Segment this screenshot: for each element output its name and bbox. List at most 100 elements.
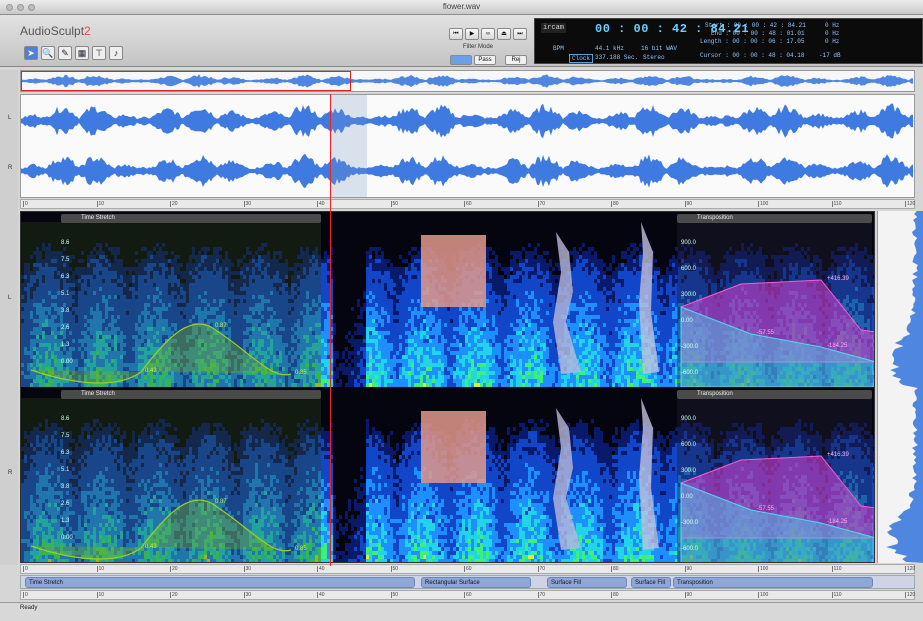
spectrogram-cell xyxy=(429,347,432,351)
spectrogram-cell xyxy=(399,279,402,283)
spectrogram-cell xyxy=(129,291,132,295)
spectrogram-cell xyxy=(408,339,411,343)
overview-waveform[interactable] xyxy=(20,70,915,92)
spectrogram-cell xyxy=(201,319,204,323)
spectrogram-cell xyxy=(195,379,198,383)
channel-label-right: R xyxy=(8,165,13,171)
spectrogram-cell xyxy=(480,355,483,359)
spectrogram-cell xyxy=(324,307,327,311)
spectrogram-cell xyxy=(321,375,324,379)
spectrogram-cell xyxy=(123,299,126,303)
transport-button[interactable]: ∞ xyxy=(481,28,495,40)
zoom-icon[interactable] xyxy=(28,4,35,11)
filter-mode-active-button[interactable] xyxy=(450,55,472,65)
spectrogram-cell xyxy=(456,351,459,355)
spectrogram-cell xyxy=(27,283,30,287)
spectrogram-cell xyxy=(48,339,51,343)
spectrogram-cell xyxy=(78,291,81,295)
spectrogram-cell xyxy=(465,355,468,359)
spectrogram-panel[interactable]: 8.6 7.5 6.3 5.1 3.8 2.6 1.3 0.00 900.0 600.0 300.0… xyxy=(20,211,875,563)
spectrogram-cell xyxy=(186,339,189,343)
grid-icon[interactable]: ▦ xyxy=(75,46,89,60)
spectrogram-cell xyxy=(138,283,141,287)
spectrogram-cell xyxy=(24,319,27,323)
spectrogram-cell xyxy=(363,359,366,363)
spectrogram-cell xyxy=(399,359,402,363)
spectrogram-cell xyxy=(174,335,177,339)
time-ruler-top[interactable]: 0 10 20 30 40 50 60 70 80 90 100 110 120 xyxy=(20,199,915,209)
overview-selection[interactable] xyxy=(21,71,351,91)
spectrogram-cell xyxy=(156,347,159,351)
transport-button[interactable]: ⏭ xyxy=(513,28,527,40)
spectrogram-cell xyxy=(321,339,324,343)
spectrogram-cell xyxy=(54,343,57,347)
spectrogram-cell xyxy=(174,355,177,359)
spectrogram-cell xyxy=(111,275,114,279)
clock-button[interactable]: Clock xyxy=(569,54,594,63)
spectrogram-cell xyxy=(192,319,195,323)
waveform-panel[interactable] xyxy=(20,94,915,198)
spectrogram-left[interactable]: 8.6 7.5 6.3 5.1 3.8 2.6 1.3 0.00 900.0 600.0 300.0… xyxy=(21,212,874,387)
spectrogram-cell xyxy=(369,299,372,303)
spectrogram-cell xyxy=(378,255,381,259)
spectrogram-cell xyxy=(372,327,375,331)
transport-button[interactable]: ▶ xyxy=(465,28,479,40)
spectrogram-cell xyxy=(120,315,123,319)
spectrogram-cell xyxy=(408,307,411,311)
spectrogram-cell xyxy=(102,255,105,259)
spectrogram-cell xyxy=(450,359,453,363)
filter-rej-button[interactable]: Rej xyxy=(505,55,527,65)
spectrogram-cell xyxy=(183,307,186,311)
spectrogram-cell xyxy=(144,311,147,315)
spectrogram-cell xyxy=(48,299,51,303)
zoom-icon[interactable]: 🔍 xyxy=(41,46,55,60)
spectrogram-cell xyxy=(402,327,405,331)
transport-button[interactable]: ⏏ xyxy=(497,28,511,40)
spectrogram-cell xyxy=(432,339,435,343)
spectrogram-cell xyxy=(72,351,75,355)
spectrogram-cell xyxy=(129,287,132,291)
pencil-icon[interactable]: ✎ xyxy=(58,46,72,60)
note-icon[interactable]: ♪ xyxy=(109,46,123,60)
spectrogram-cell xyxy=(381,319,384,323)
spectrogram-cell xyxy=(474,359,477,363)
spectrogram-cell xyxy=(39,319,42,323)
filter-icon[interactable]: ⊤ xyxy=(92,46,106,60)
spectrogram-cell xyxy=(417,299,420,303)
spectrogram-cell xyxy=(399,327,402,331)
spectrogram-cell xyxy=(123,311,126,315)
spectrogram-cell xyxy=(96,359,99,363)
arrow-icon[interactable]: ➤ xyxy=(24,46,38,60)
spectrogram-cell xyxy=(150,275,153,279)
spectrogram-cell xyxy=(462,335,465,339)
spectrogram-cell xyxy=(150,259,153,263)
spectrogram-cell xyxy=(126,303,129,307)
spectrogram-cell xyxy=(405,339,408,343)
close-icon[interactable] xyxy=(6,4,13,11)
spectrogram-cell xyxy=(396,331,399,335)
spectrogram-cell xyxy=(147,267,150,271)
spectrogram-cell xyxy=(135,331,138,335)
spectrogram-cell xyxy=(387,383,390,387)
spectrogram-cell xyxy=(51,275,54,279)
spectrogram-cell xyxy=(27,379,30,383)
spectrogram-cell xyxy=(24,339,27,343)
minimize-icon[interactable] xyxy=(17,4,24,11)
spectrogram-cell xyxy=(84,299,87,303)
spectrogram-cell xyxy=(378,355,381,359)
spectrogram-cell xyxy=(174,303,177,307)
spectrogram-cell xyxy=(114,359,117,363)
spectrogram-cell xyxy=(414,371,417,375)
spectrogram-cell xyxy=(411,255,414,259)
spectrogram-cell xyxy=(51,323,54,327)
spectrogram-cell xyxy=(84,351,87,355)
transport-button[interactable]: ⏮ xyxy=(449,28,463,40)
spectrogram-cell xyxy=(51,359,54,363)
spectrogram-cell xyxy=(411,275,414,279)
spectrogram-cell xyxy=(69,307,72,311)
spectrogram-cell xyxy=(162,275,165,279)
spectrogram-cell xyxy=(183,347,186,351)
filter-pass-button[interactable]: Pass xyxy=(474,55,496,65)
spectrogram-cell xyxy=(384,315,387,319)
waveform-selection[interactable] xyxy=(331,95,367,197)
